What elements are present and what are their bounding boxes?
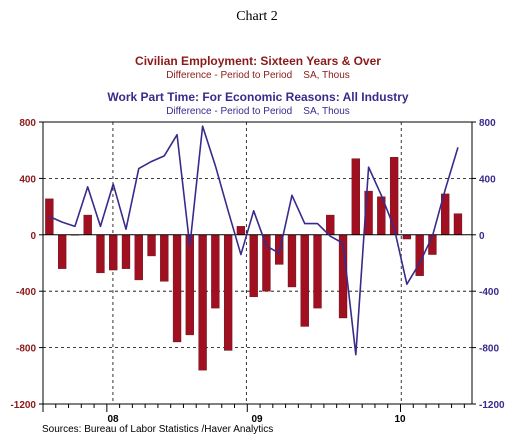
bar bbox=[300, 234, 309, 327]
y-tick-label-left: 400 bbox=[19, 174, 36, 185]
bar bbox=[287, 234, 297, 288]
axis-ticks bbox=[39, 121, 476, 412]
y-tick-label-right: 800 bbox=[479, 118, 496, 129]
bar bbox=[389, 157, 399, 236]
y-tick-label-right: 400 bbox=[479, 174, 496, 185]
bar bbox=[185, 234, 194, 336]
x-tick-label: 10 bbox=[394, 414, 406, 425]
bar bbox=[147, 234, 156, 257]
y-tick-label-left: 800 bbox=[19, 118, 36, 129]
source-note: Sources: Bureau of Labor Statistics /Hav… bbox=[42, 424, 273, 435]
line-series2 bbox=[49, 125, 459, 356]
bar bbox=[134, 234, 143, 281]
bar bbox=[121, 234, 131, 269]
y-tick-label-left: -400 bbox=[16, 287, 36, 298]
y-tick-label-left: -800 bbox=[16, 344, 36, 355]
bar bbox=[313, 234, 322, 309]
x-tick-label: 08 bbox=[107, 414, 119, 425]
bar bbox=[160, 234, 169, 282]
y-tick-label-right: -1200 bbox=[479, 400, 505, 411]
series1-title: Civilian Employment: Sixteen Years & Ove… bbox=[135, 54, 381, 68]
series1-subtitle: Difference - Period to Period SA, Thous bbox=[166, 70, 350, 81]
series2-title: Work Part Time: For Economic Reasons: Al… bbox=[107, 90, 408, 104]
y-tick-label-left: 0 bbox=[30, 231, 36, 242]
y-tick-label-right: -400 bbox=[479, 287, 499, 298]
bar bbox=[172, 234, 182, 343]
bar bbox=[262, 234, 271, 292]
y-tick-label-right: -800 bbox=[479, 344, 499, 355]
bars-series1 bbox=[45, 157, 463, 371]
axis-labels: 800 800 400 400 0 0 -400 -400 -800 -800 -1200 -1200… bbox=[10, 118, 505, 425]
bar bbox=[57, 234, 67, 269]
series2-subtitle: Difference - Period to Period SA, Thous bbox=[166, 106, 350, 117]
bar bbox=[223, 234, 233, 351]
bar bbox=[249, 234, 258, 298]
bar bbox=[198, 234, 207, 371]
chart-title: Chart 2 bbox=[236, 9, 278, 24]
y-tick-label-right: 0 bbox=[479, 231, 485, 242]
plot-frame bbox=[42, 121, 473, 405]
y-tick-label-left: -1200 bbox=[10, 400, 36, 411]
bar bbox=[96, 234, 105, 274]
bar bbox=[236, 226, 246, 235]
bar bbox=[326, 214, 335, 235]
series2-line bbox=[49, 125, 459, 356]
x-tick-label: 09 bbox=[251, 414, 263, 425]
bar bbox=[109, 234, 118, 271]
bar bbox=[351, 158, 360, 236]
bar bbox=[453, 213, 463, 235]
bar bbox=[402, 234, 412, 240]
bar bbox=[83, 214, 92, 235]
bar bbox=[211, 234, 220, 309]
bar bbox=[415, 234, 424, 276]
